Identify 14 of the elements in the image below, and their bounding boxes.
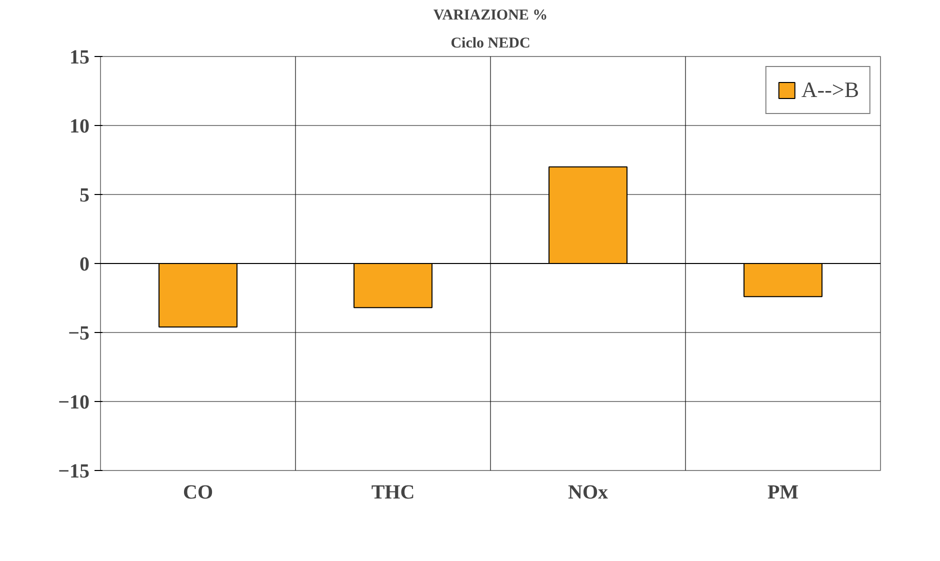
x-tick-label: THC <box>371 482 415 504</box>
x-tick-label: NOx <box>568 482 608 504</box>
legend-label: A-->B <box>801 77 859 103</box>
chart-subtitle: Ciclo NEDC <box>450 36 530 52</box>
y-tick-label: −5 <box>68 322 90 344</box>
y-tick-label: 0 <box>80 254 90 276</box>
chart-title: VARIAZIONE % <box>433 8 548 24</box>
y-tick-label: 5 <box>80 184 90 206</box>
y-tick-label: 10 <box>70 116 90 138</box>
x-tick-label: PM <box>767 482 799 504</box>
y-tick-label: −10 <box>58 392 90 414</box>
y-tick-label: −15 <box>58 460 90 482</box>
y-tick-label: 15 <box>70 46 90 68</box>
x-tick-label: CO <box>183 482 213 504</box>
